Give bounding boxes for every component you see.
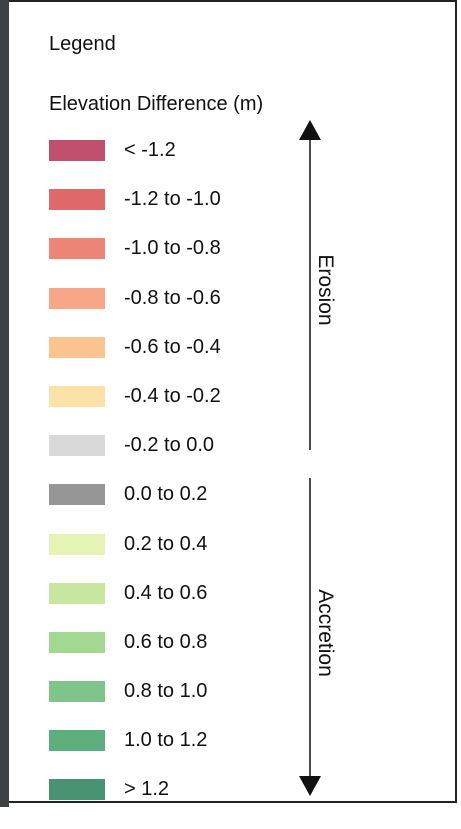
legend-swatch	[49, 189, 105, 211]
legend-swatch	[49, 730, 105, 752]
erosion-accretion-arrows: Erosion Accretion	[299, 120, 337, 796]
legend-item-label: 0.6 to 0.8	[124, 630, 208, 653]
legend-item: 0.6 to 0.8	[49, 630, 309, 681]
legend-swatch	[49, 336, 105, 358]
legend-item: -0.8 to -0.6	[49, 286, 309, 337]
legend-item-label: -0.8 to -0.6	[124, 286, 221, 309]
legend-item-label: -0.2 to 0.0	[124, 434, 215, 457]
erosion-label: Erosion	[314, 254, 337, 325]
legend-item: 0.4 to 0.6	[49, 581, 309, 632]
legend-swatch	[49, 582, 105, 604]
legend-item: -0.6 to -0.4	[49, 335, 309, 386]
legend-group-title: Elevation Difference (m)	[49, 93, 264, 115]
legend-swatch	[49, 287, 105, 309]
legend-item: 0.0 to 0.2	[49, 483, 309, 533]
legend-swatch	[49, 533, 105, 555]
arrow-down-icon	[299, 776, 321, 796]
legend-item-label: -1.2 to -1.0	[124, 188, 221, 211]
legend-swatch	[49, 435, 105, 457]
legend-item: -0.4 to -0.2	[49, 384, 309, 435]
legend-item: > 1.2	[49, 778, 309, 828]
legend-item: -1.2 to -1.0	[49, 188, 309, 238]
legend-swatch	[49, 681, 105, 703]
legend-item: -0.2 to 0.0	[49, 434, 309, 484]
legend-item-label: 0.0 to 0.2	[124, 483, 208, 506]
legend-window: Legend Elevation Difference (m) < -1.2 -1…	[0, 0, 457, 807]
legend-item-label: 0.4 to 0.6	[124, 581, 208, 604]
legend-item-label: 0.2 to 0.4	[124, 532, 208, 555]
legend-item: 0.8 to 1.0	[49, 680, 309, 730]
legend-item-label: < -1.2	[124, 139, 176, 161]
legend-swatch	[49, 779, 105, 801]
legend-item: 1.0 to 1.2	[49, 729, 309, 779]
left-edge-bar	[0, 0, 9, 807]
legend-swatch	[49, 484, 105, 506]
legend-item-label: 0.8 to 1.0	[124, 680, 208, 703]
legend-swatch	[49, 140, 105, 161]
legend-panel: Legend Elevation Difference (m) < -1.2 -1…	[9, 0, 457, 803]
legend-swatch	[49, 385, 105, 407]
accretion-label: Accretion	[314, 589, 337, 677]
legend-item: 0.2 to 0.4	[49, 532, 309, 583]
legend-swatch	[49, 238, 105, 260]
legend-item-label: -1.0 to -0.8	[124, 237, 221, 260]
arrow-up-icon	[299, 120, 321, 140]
legend-items: < -1.2 -1.2 to -1.0 -1.0 to -0.8 -0.8 to -0…	[49, 139, 309, 829]
legend-item-label: -0.6 to -0.4	[124, 335, 221, 358]
legend-item: -1.0 to -0.8	[49, 237, 309, 287]
legend-item: < -1.2	[49, 139, 309, 189]
legend-swatch	[49, 631, 105, 653]
legend-item-label: > 1.2	[124, 778, 170, 801]
legend-title: Legend	[49, 33, 116, 55]
legend-item-label: -0.4 to -0.2	[124, 384, 221, 407]
legend-item-label: 1.0 to 1.2	[124, 729, 208, 752]
